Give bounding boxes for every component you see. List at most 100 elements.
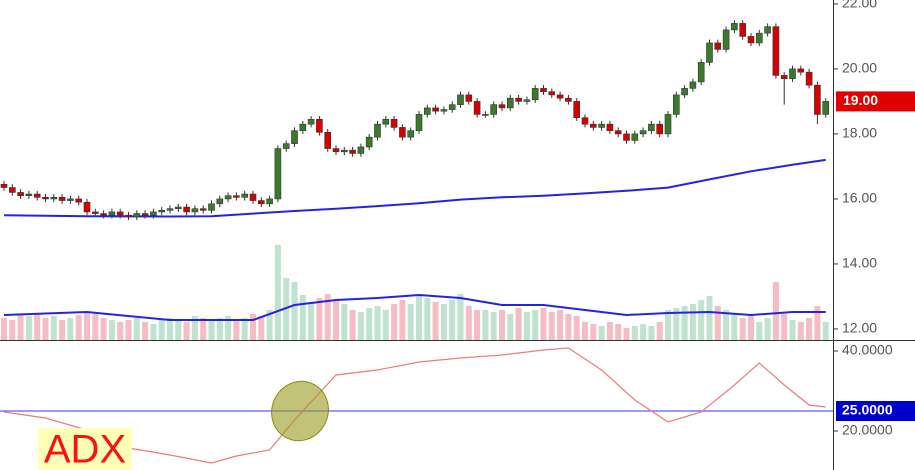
volume-bar — [656, 322, 663, 340]
candle-body — [797, 68, 805, 73]
volume-bar — [665, 310, 671, 340]
candle-body — [9, 187, 16, 193]
volume-bar — [540, 308, 547, 340]
volume-bar — [42, 318, 49, 340]
candle-body — [465, 94, 473, 102]
y-tick-label: 22.00 — [842, 0, 877, 11]
candle-body — [357, 146, 365, 154]
volume-bar — [548, 312, 555, 340]
volume-bar — [333, 300, 339, 340]
candle-body — [83, 201, 91, 213]
volume-bar — [681, 306, 688, 340]
candle-body — [282, 143, 290, 149]
candle-body — [648, 123, 655, 131]
volume-bar — [50, 316, 57, 340]
volume-bar — [606, 322, 613, 340]
volume-bar — [631, 326, 638, 340]
candle-body — [0, 184, 8, 188]
volume-bar — [756, 322, 763, 340]
volume-bar — [84, 312, 90, 340]
last-price-label: 19.00 — [843, 92, 878, 108]
volume-bar — [308, 302, 315, 340]
volume-bar — [150, 324, 157, 340]
volume-bar — [499, 310, 505, 340]
candle-body — [33, 193, 41, 198]
candle-body — [589, 123, 597, 128]
candle-body — [614, 130, 622, 135]
volume-bar — [806, 318, 813, 340]
volume-bar — [225, 316, 232, 340]
volume-bar — [573, 316, 580, 340]
volume-bar — [424, 298, 431, 340]
volume-bar — [582, 322, 588, 340]
candle-body — [581, 117, 589, 125]
candle-body — [67, 198, 74, 201]
candle-body — [390, 118, 398, 128]
adx-panel: 20.0000 40.0000 25.0000 — [0, 342, 915, 464]
candle-body — [92, 211, 99, 214]
candle-body — [199, 208, 207, 211]
volume-bar — [772, 282, 779, 340]
moving-average — [3, 158, 826, 218]
candle-body — [365, 136, 373, 148]
candle-body — [440, 109, 448, 112]
volume-bar — [183, 322, 190, 340]
candle-body — [141, 213, 149, 216]
candle-body — [556, 94, 564, 99]
candle-body — [531, 88, 539, 101]
candle-body — [697, 62, 705, 83]
candle-body — [175, 206, 182, 209]
candle-body — [349, 149, 356, 154]
candle-body — [548, 91, 556, 96]
candle-body — [108, 211, 116, 216]
candle-body — [482, 114, 489, 116]
candle-body — [324, 131, 332, 149]
candle-body — [208, 203, 215, 211]
volume-bar — [100, 318, 107, 340]
volume-bar — [557, 310, 564, 340]
volume-bar — [125, 320, 132, 340]
volume-bar — [598, 326, 605, 340]
volume-bar — [324, 294, 331, 340]
candle-body — [399, 127, 406, 138]
volume-bar — [822, 322, 829, 340]
volume-bar — [515, 308, 522, 340]
candle-body — [780, 75, 788, 79]
volume-bar — [407, 304, 414, 340]
candle-body — [623, 133, 630, 141]
candle-body — [233, 195, 240, 198]
volume-bar — [258, 316, 265, 340]
candle-body — [714, 42, 722, 50]
volume-bar — [490, 312, 497, 340]
volume-bar — [250, 314, 256, 340]
reference-label: 25.0000 — [842, 402, 893, 418]
candle-body — [747, 36, 755, 44]
y-tick-label: 14.00 — [842, 255, 877, 271]
annotation-box — [38, 428, 132, 470]
candle-body — [150, 211, 157, 216]
candle-body — [249, 193, 257, 201]
candle-body — [274, 148, 282, 200]
candle-body — [731, 23, 738, 31]
volume-bar — [266, 310, 273, 340]
y-tick-label: 20.00 — [842, 60, 877, 76]
volume-bar — [158, 320, 165, 340]
volume-bar — [59, 320, 66, 340]
volume-bar — [698, 300, 705, 340]
volume-bar — [814, 306, 821, 340]
candle-body — [241, 193, 248, 198]
candle-body — [772, 26, 780, 76]
volume-bar — [167, 318, 173, 340]
candle-body — [681, 88, 688, 96]
volume-bar — [482, 310, 489, 340]
candle-body — [382, 118, 390, 125]
candle-body — [457, 94, 464, 105]
y-tick-label: 20.0000 — [842, 422, 893, 438]
candle-body — [523, 99, 531, 102]
volume-bar — [565, 314, 572, 340]
candle-body — [722, 29, 730, 50]
volume-bar — [299, 295, 306, 340]
candle-body — [706, 42, 713, 63]
